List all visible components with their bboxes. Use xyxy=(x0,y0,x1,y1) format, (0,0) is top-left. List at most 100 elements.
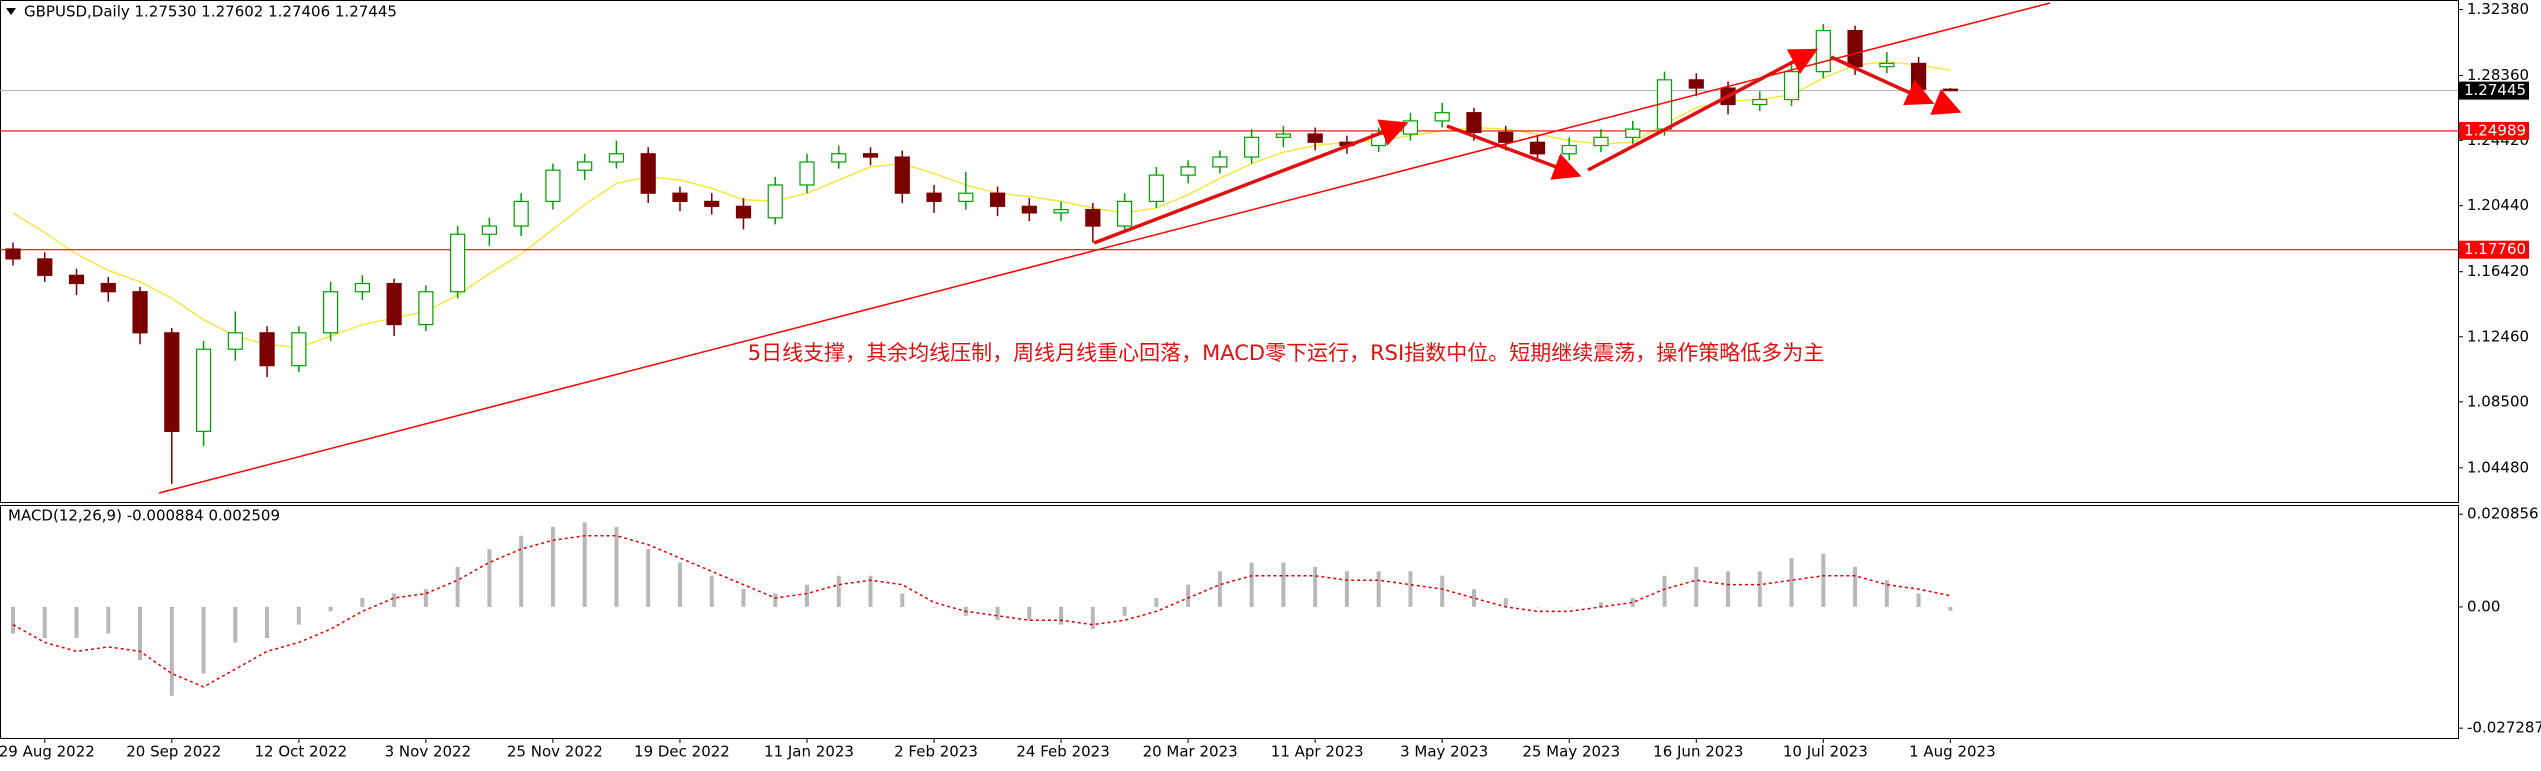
macd-bar xyxy=(138,606,143,661)
macd-bar xyxy=(1567,606,1572,608)
macd-bar xyxy=(487,549,492,607)
candle-body xyxy=(704,200,720,207)
candle-body xyxy=(1244,136,1260,158)
macd-bar xyxy=(233,606,238,643)
macd-bar xyxy=(1217,571,1222,607)
x-tick-label: 10 Jul 2023 xyxy=(1783,743,1868,761)
y-tick-label: 1.08500 xyxy=(2467,392,2529,410)
macd-bar xyxy=(614,526,619,607)
arrow xyxy=(1446,124,1582,180)
macd-bar xyxy=(1662,575,1667,607)
candle-body xyxy=(1688,79,1704,89)
candle-body xyxy=(1466,112,1482,134)
current-price-box xyxy=(2459,81,2529,100)
candle-body xyxy=(164,332,180,432)
macd-bar xyxy=(11,606,15,634)
x-tick-label: 20 Sep 2022 xyxy=(126,743,221,761)
macd-bar xyxy=(1789,558,1794,607)
x-tick-label: 20 Mar 2023 xyxy=(1143,743,1238,761)
macd-bar xyxy=(1599,602,1603,607)
macd-bar xyxy=(169,606,174,696)
macd-panel xyxy=(0,505,2459,739)
x-tick-label: 2 Feb 2023 xyxy=(894,743,978,761)
candle-body xyxy=(862,153,879,158)
macd-bar xyxy=(1821,553,1826,607)
macd-bar xyxy=(1281,562,1286,607)
candle-body xyxy=(735,205,752,219)
macd-bar xyxy=(42,606,47,638)
arrow xyxy=(1830,55,1935,106)
macd-bar xyxy=(106,606,111,634)
arrow xyxy=(1587,48,1819,172)
chart-title: GBPUSD,Daily 1.27530 1.27602 1.27406 1.2… xyxy=(24,3,397,21)
menu-triangle[interactable] xyxy=(6,8,16,15)
candle-body xyxy=(1910,62,1927,90)
macd-bar xyxy=(1471,589,1476,607)
candle-body xyxy=(1498,131,1514,143)
candle-body xyxy=(1625,128,1641,138)
candle-body xyxy=(354,282,370,293)
macd-bar xyxy=(1884,580,1889,607)
y-tick-label: 0.020856 xyxy=(2467,505,2539,523)
macd-bar xyxy=(1408,571,1413,607)
y-tick-label: 1.16420 xyxy=(2467,262,2529,280)
candle-body xyxy=(481,225,497,235)
candle-body xyxy=(672,192,688,203)
candle-body xyxy=(1434,112,1450,122)
candle-body xyxy=(1212,156,1228,168)
candle-body xyxy=(1529,141,1546,155)
candle-body xyxy=(640,153,656,194)
candle-body xyxy=(1180,166,1196,176)
macd-bar xyxy=(741,589,746,607)
candle-body xyxy=(831,153,847,163)
macd-bar xyxy=(1122,606,1127,616)
macd-bar xyxy=(900,593,905,607)
candle-body xyxy=(513,200,529,227)
candle-body xyxy=(1275,133,1292,138)
macd-bar xyxy=(1027,606,1032,621)
candle-body xyxy=(958,192,974,203)
macd-bar xyxy=(1440,575,1445,607)
macd-bar xyxy=(1916,593,1921,607)
macd-bar xyxy=(550,526,555,607)
macd-bar xyxy=(360,598,365,607)
macd-bar xyxy=(805,584,809,607)
y-tick-label: 1.12460 xyxy=(2467,327,2529,345)
macd-bar xyxy=(1344,571,1349,607)
arrow xyxy=(1930,89,1962,115)
y-tick-label: 1.28360 xyxy=(2467,66,2529,84)
candle-body xyxy=(1815,29,1831,73)
candle-body xyxy=(1148,174,1164,202)
candle-body xyxy=(926,192,942,203)
x-tick-label: 1 Aug 2023 xyxy=(1909,743,1996,761)
y-tick-label: 1.20440 xyxy=(2467,196,2529,214)
y-tick-label: 0.00 xyxy=(2467,597,2500,615)
level-label: 1.24989 xyxy=(2464,121,2526,139)
x-tick-label: 29 Aug 2022 xyxy=(0,743,95,761)
candle-body xyxy=(577,161,593,171)
candle-body xyxy=(195,348,212,432)
macd-bar xyxy=(1249,562,1254,607)
x-tick-label: 16 Jun 2023 xyxy=(1653,743,1743,761)
x-tick-label: 11 Jan 2023 xyxy=(764,743,854,761)
candle-body xyxy=(799,161,815,186)
candle-body xyxy=(259,332,275,367)
macd-bar xyxy=(296,606,301,625)
candle-body xyxy=(418,291,434,326)
level-label-box xyxy=(2459,240,2529,259)
candle-body xyxy=(1561,144,1577,155)
level-label-box xyxy=(2459,121,2529,140)
macd-bar xyxy=(709,575,714,607)
candle-body xyxy=(132,291,148,334)
macd-bar xyxy=(1090,606,1095,630)
macd-bar xyxy=(1313,566,1318,607)
macd-bar xyxy=(1154,598,1159,607)
level-label: 1.17760 xyxy=(2464,240,2526,258)
candle-body xyxy=(894,156,910,194)
x-tick-label: 12 Oct 2022 xyxy=(254,743,347,761)
macd-bar xyxy=(646,549,651,607)
arrows xyxy=(1093,48,1962,245)
candle-body xyxy=(1593,136,1609,147)
